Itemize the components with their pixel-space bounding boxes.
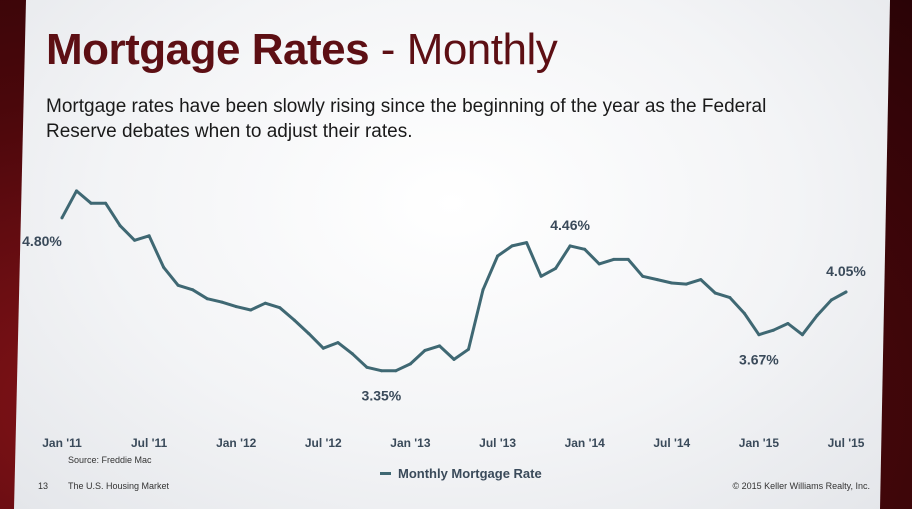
data-point <box>597 262 601 266</box>
data-point <box>191 288 195 292</box>
data-point <box>655 278 659 282</box>
data-point <box>525 241 529 245</box>
data-point <box>118 224 122 228</box>
x-tick-label: Jul '11 <box>131 436 168 450</box>
x-tick-label: Jul '14 <box>653 436 690 450</box>
data-point <box>728 296 732 300</box>
data-point <box>321 346 325 350</box>
data-point <box>60 216 64 220</box>
data-point <box>641 274 645 278</box>
data-point <box>583 247 587 251</box>
x-tick-label: Jan '13 <box>390 436 431 450</box>
data-point <box>350 352 354 356</box>
data-point <box>612 257 616 261</box>
data-point <box>481 288 485 292</box>
data-label: 3.67% <box>739 352 779 368</box>
data-point <box>336 341 340 345</box>
data-point <box>292 318 296 322</box>
data-label: 3.35% <box>362 388 402 404</box>
title-main: Mortgage Rates <box>46 25 370 74</box>
data-point <box>713 291 717 295</box>
data-label: 4.80% <box>22 233 62 249</box>
data-point <box>263 301 267 305</box>
data-point <box>307 332 311 336</box>
legend-label: Monthly Mortgage Rate <box>398 466 542 481</box>
copyright: © 2015 Keller Williams Realty, Inc. <box>732 481 870 491</box>
data-point <box>496 254 500 258</box>
data-point <box>147 234 151 238</box>
data-point <box>539 274 543 278</box>
footer-title: The U.S. Housing Market <box>68 481 170 491</box>
data-point <box>89 201 93 205</box>
data-point <box>278 306 282 310</box>
data-point <box>699 278 703 282</box>
x-tick-label: Jan '15 <box>739 436 780 450</box>
title-separator: - <box>369 25 407 74</box>
data-point <box>467 347 470 351</box>
data-point <box>104 201 108 205</box>
chart-legend: Monthly Mortgage Rate <box>380 466 542 481</box>
x-tick-label: Jan '11 <box>42 436 82 450</box>
data-point <box>205 297 209 301</box>
data-point <box>844 290 848 294</box>
data-point <box>510 244 514 248</box>
page-title: Mortgage Rates - Monthly <box>46 24 558 76</box>
series-line-0 <box>60 189 848 373</box>
data-point <box>830 298 833 302</box>
data-point <box>670 281 674 285</box>
data-point <box>133 238 137 242</box>
x-tick-label: Jul '15 <box>828 436 865 450</box>
x-tick-label: Jul '12 <box>305 436 342 450</box>
legend-swatch <box>380 472 391 475</box>
data-point <box>757 333 761 337</box>
data-point <box>162 265 166 269</box>
subtitle: Mortgage rates have been slowly rising s… <box>46 96 767 142</box>
data-point <box>234 305 238 309</box>
x-tick-label: Jan '14 <box>565 436 606 450</box>
data-point <box>800 333 804 337</box>
data-point <box>249 308 253 312</box>
slide-panel <box>14 0 890 509</box>
data-point <box>684 282 688 286</box>
data-point <box>786 322 790 325</box>
page-number: 13 <box>38 481 49 491</box>
data-point <box>365 365 369 369</box>
data-point <box>438 344 441 348</box>
data-point <box>423 348 427 352</box>
data-label: 4.05% <box>826 263 866 279</box>
source-note: Source: Freddie Mac <box>68 455 152 465</box>
x-tick-label: Jul '13 <box>479 436 516 450</box>
data-point <box>568 244 572 248</box>
data-point <box>626 257 630 261</box>
data-point <box>379 369 383 373</box>
data-point <box>742 311 746 315</box>
data-point <box>452 357 456 361</box>
x-tick-label: Jan '12 <box>216 436 257 450</box>
data-point <box>176 283 180 287</box>
data-point <box>815 314 819 318</box>
data-point <box>554 266 558 270</box>
data-point <box>75 189 78 193</box>
data-point <box>220 300 224 304</box>
data-point <box>408 362 412 366</box>
data-point <box>771 328 775 332</box>
data-label: 4.46% <box>550 217 590 233</box>
data-point <box>394 369 398 373</box>
title-sub: Monthly <box>406 25 558 74</box>
